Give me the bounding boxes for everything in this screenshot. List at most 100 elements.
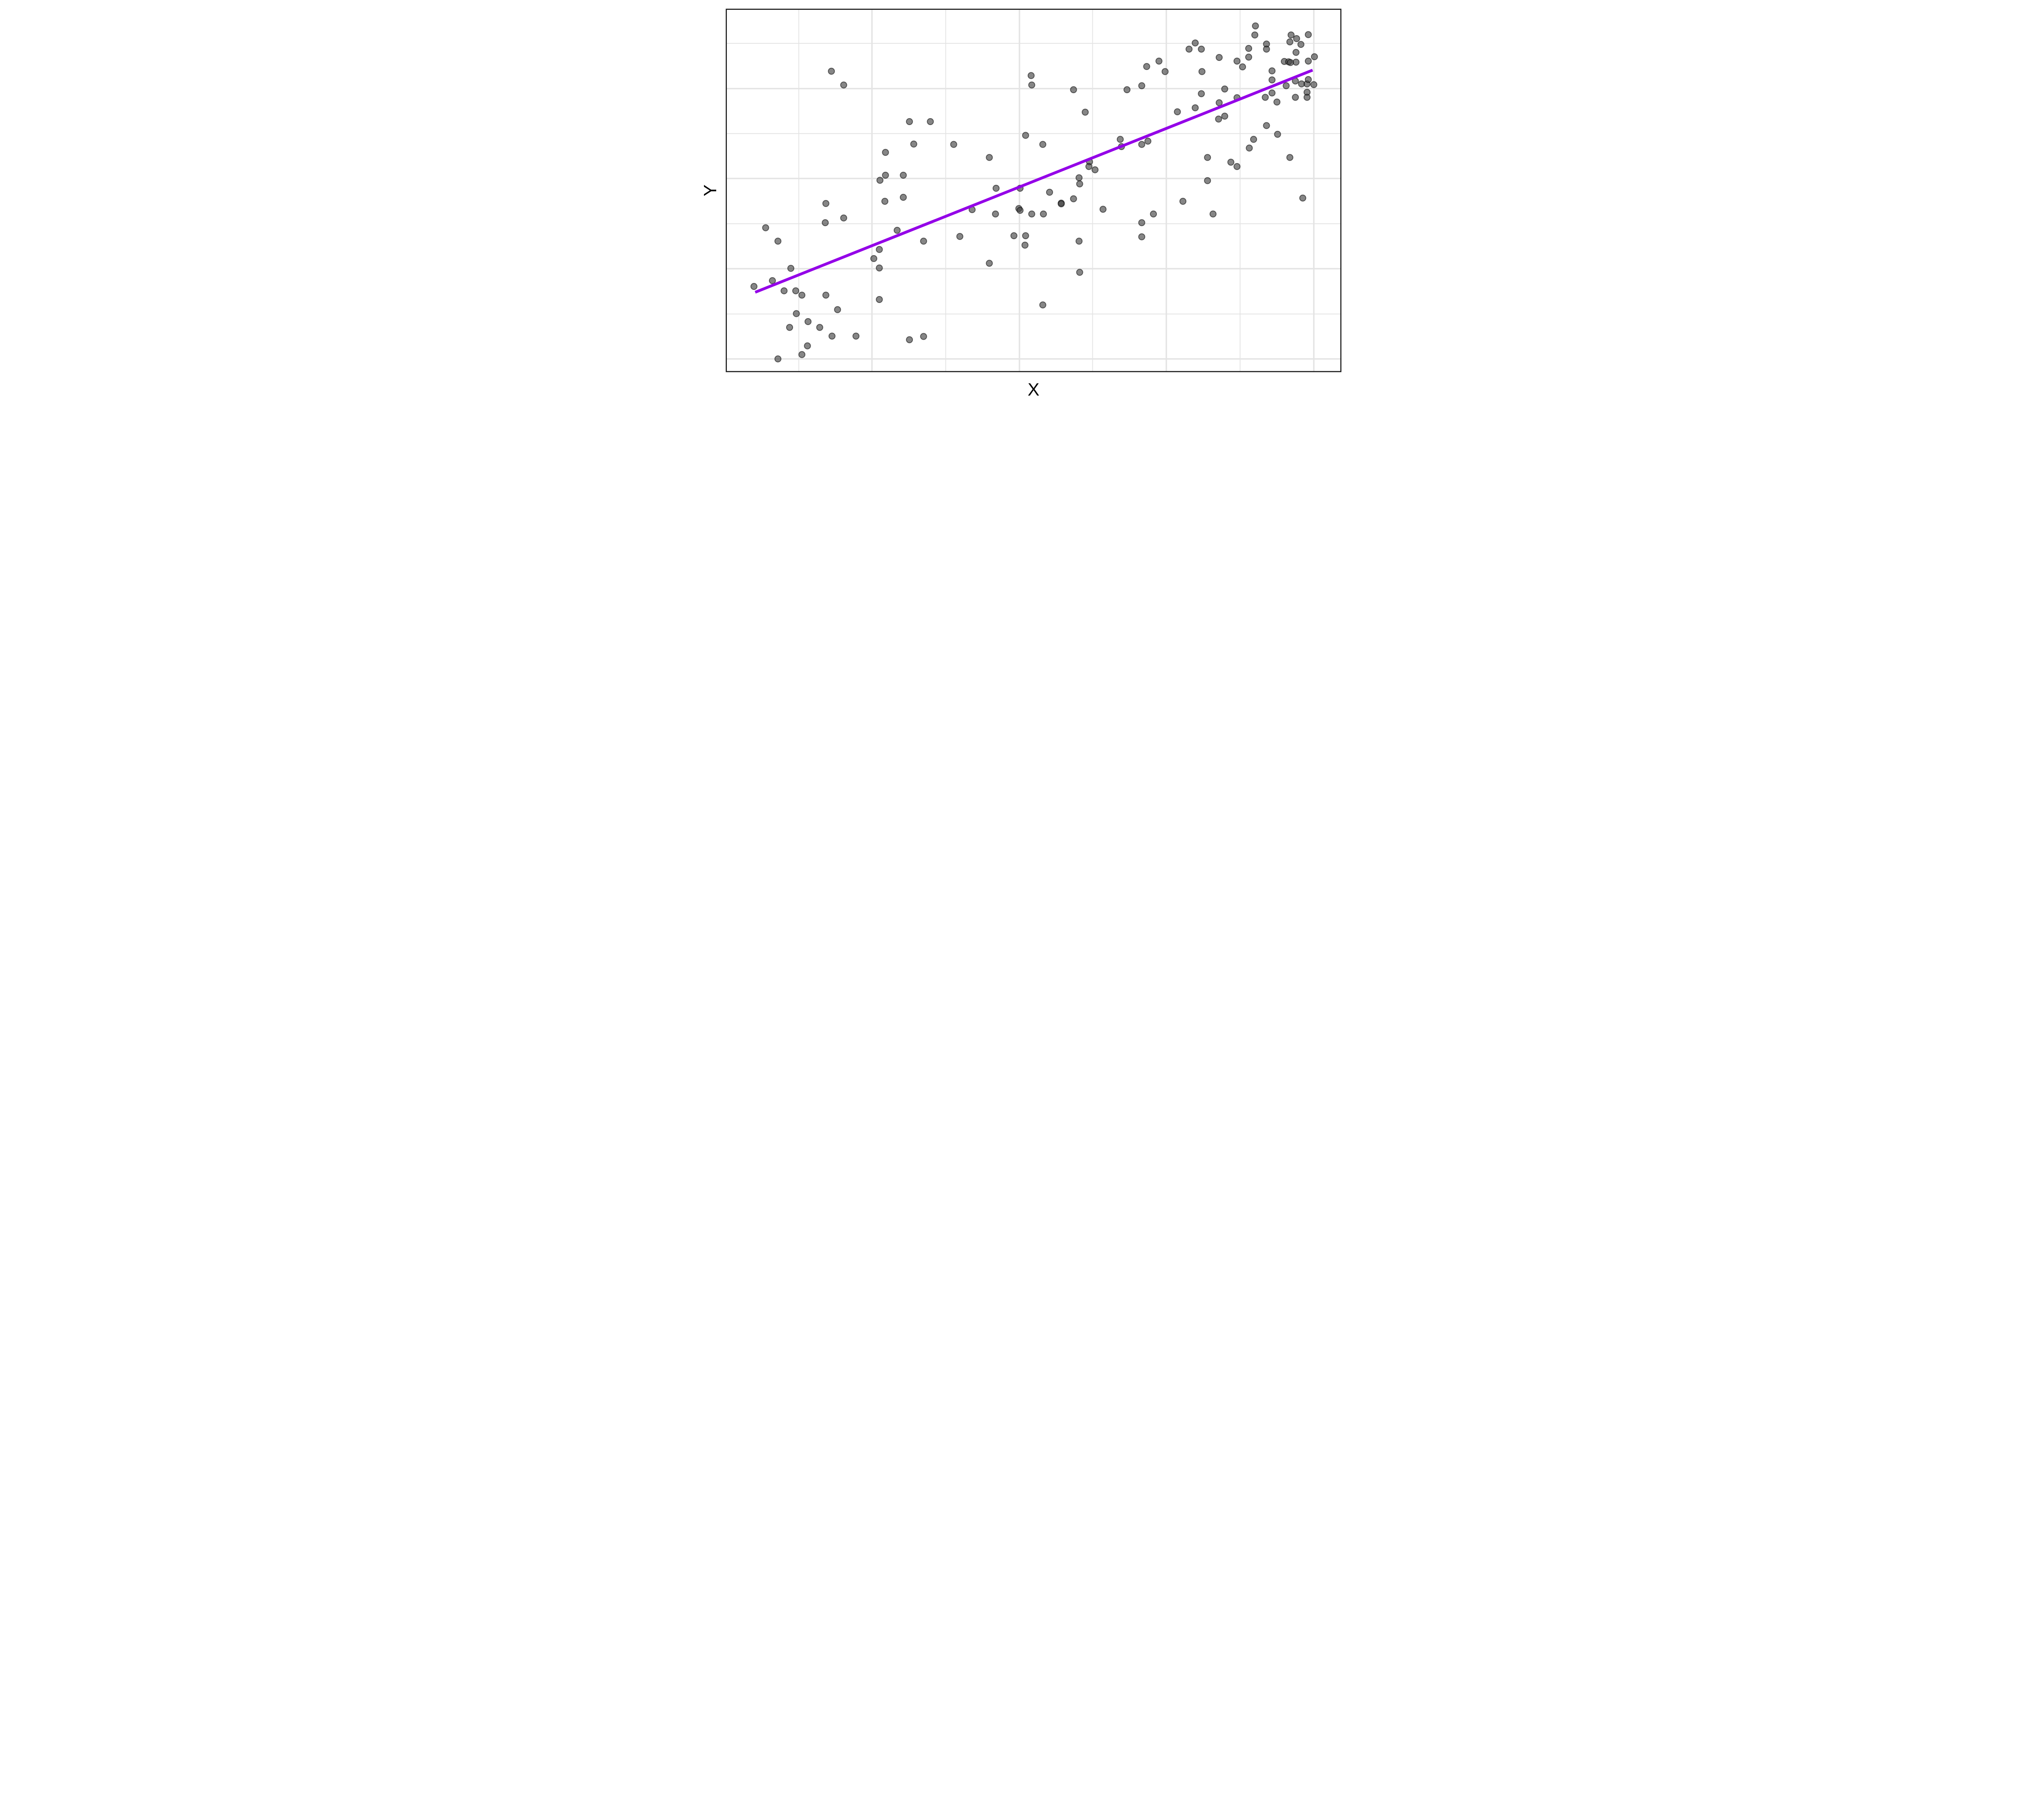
data-point [1021, 242, 1029, 249]
data-point [1028, 81, 1035, 89]
data-point [1186, 45, 1193, 53]
data-point [1239, 63, 1246, 71]
data-point [1204, 154, 1211, 161]
data-point [1076, 180, 1083, 188]
data-point [840, 81, 847, 89]
data-point [1016, 206, 1024, 214]
data-point [906, 336, 913, 343]
data-point [1198, 90, 1205, 97]
data-point [1174, 108, 1181, 116]
data-point [876, 296, 883, 303]
data-point [1039, 301, 1047, 309]
data-point [1161, 68, 1169, 75]
data-point [1138, 141, 1145, 148]
data-point [1246, 144, 1253, 152]
data-point [750, 283, 758, 290]
data-point [774, 355, 782, 363]
data-point [1091, 166, 1099, 173]
data-point [1233, 57, 1241, 65]
data-point [852, 332, 860, 340]
data-point [876, 246, 883, 253]
panel-border [726, 9, 1342, 372]
data-point [1297, 41, 1304, 48]
data-point [1245, 45, 1253, 52]
data-point [1138, 219, 1145, 227]
data-point [882, 149, 889, 156]
data-point [1274, 130, 1281, 138]
data-point [1303, 94, 1311, 101]
data-point [1192, 39, 1199, 47]
data-point [1293, 35, 1300, 42]
data-point [798, 351, 806, 358]
data-point [1040, 210, 1047, 218]
data-point [1179, 197, 1187, 205]
data-point [1299, 194, 1307, 202]
data-point [798, 292, 806, 299]
data-point [822, 292, 829, 299]
data-point [1027, 72, 1035, 79]
data-point [1070, 86, 1077, 93]
data-point [786, 324, 793, 331]
data-point [828, 332, 836, 340]
data-point [1304, 76, 1312, 83]
scatter-chart: X Y [695, 0, 1349, 404]
data-point [1292, 49, 1300, 56]
data-point [1116, 136, 1124, 143]
data-point [834, 306, 841, 313]
data-point [1262, 94, 1269, 101]
data-point [950, 141, 957, 148]
plot-panel [726, 9, 1341, 372]
data-point [1215, 115, 1222, 123]
data-point [1245, 54, 1253, 61]
data-point [1099, 206, 1107, 213]
data-point [1143, 63, 1150, 70]
data-point [881, 197, 889, 205]
data-point [1215, 54, 1223, 61]
data-point [1269, 76, 1276, 84]
data-point [993, 184, 1000, 192]
regression-line [755, 69, 1313, 294]
data-point [1282, 82, 1290, 90]
data-point [1310, 81, 1318, 88]
data-point [1058, 200, 1065, 208]
scatter-points [750, 22, 1318, 363]
data-point [1198, 45, 1205, 53]
data-point [1028, 210, 1035, 218]
data-point [828, 67, 835, 75]
data-point [1263, 45, 1270, 53]
data-point [1286, 38, 1293, 45]
data-point [920, 333, 927, 340]
data-point [816, 324, 823, 331]
data-point [769, 277, 776, 284]
data-point [1138, 82, 1145, 90]
data-point [1269, 67, 1276, 74]
data-point [1085, 163, 1093, 170]
x-axis-label: X [1028, 380, 1040, 399]
data-point [1198, 68, 1206, 75]
data-point [822, 200, 829, 207]
data-point [870, 255, 878, 262]
data-point [1286, 154, 1293, 161]
data-point [805, 318, 812, 325]
data-point [1252, 22, 1259, 29]
figure: X Y [695, 0, 1349, 404]
data-point [1082, 108, 1089, 116]
data-point [1292, 58, 1300, 66]
data-point [792, 287, 800, 294]
data-point [1192, 104, 1199, 112]
data-point [1304, 57, 1312, 65]
data-point [920, 238, 927, 245]
data-point [1076, 238, 1083, 245]
data-point [1227, 159, 1235, 166]
data-point [927, 118, 934, 125]
data-point [992, 210, 999, 218]
data-point [1209, 210, 1217, 218]
data-point [1010, 232, 1018, 240]
data-point [876, 264, 883, 271]
data-point [1263, 122, 1270, 129]
data-point [900, 171, 907, 179]
data-point [1215, 99, 1223, 106]
data-point [804, 342, 811, 350]
data-point [910, 140, 917, 148]
data-point [1155, 57, 1163, 65]
